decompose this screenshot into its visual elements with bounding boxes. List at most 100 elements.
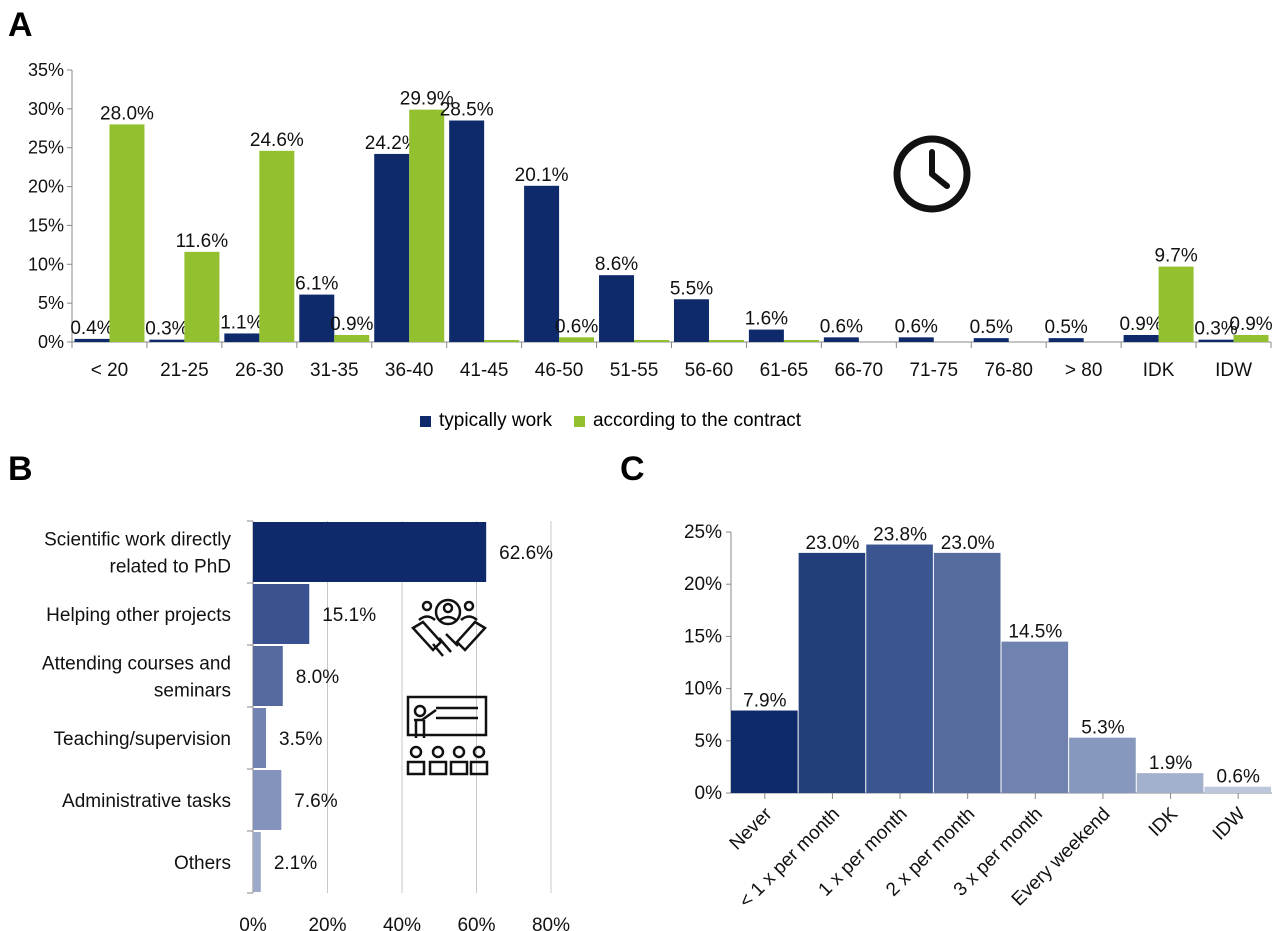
chart-a-data-label: 0.5%: [970, 317, 1013, 338]
chart-a-xtick-label: 66-70: [835, 360, 884, 381]
chart-a-bar: [1158, 266, 1194, 342]
chart-a-bar: [1198, 339, 1234, 342]
chart-a-data-label: 0.4%: [70, 318, 113, 339]
chart-a-ytick-label: 0%: [38, 332, 64, 352]
chart-c-data-label: 23.0%: [806, 533, 860, 554]
chart-c-bar: [1204, 786, 1271, 793]
chart-a-bar: [708, 340, 744, 342]
chart-a-data-label: 0.5%: [1045, 317, 1088, 338]
chart-c-ytick-label: 0%: [695, 783, 723, 804]
chart-a-data-label: 20.1%: [515, 165, 569, 186]
chart-b-category-label: Helping other projects: [46, 605, 231, 626]
chart-a-bar: [1123, 335, 1159, 342]
chart-b-bar: [253, 522, 487, 582]
chart-a-bar: [149, 339, 185, 342]
chart-a-bar: [559, 337, 595, 342]
chart-a-data-label: 29.9%: [400, 89, 454, 110]
chart-a-ytick-label: 20%: [28, 177, 64, 197]
chart-c-xtick-label: IDK: [1145, 803, 1182, 840]
chart-a-data-label: 0.9%: [1119, 314, 1162, 335]
chart-a-bar: [299, 294, 335, 342]
chart-a-bar: [224, 333, 260, 342]
chart-b-xtick-label: 20%: [308, 915, 346, 931]
chart-b-category-label: Teaching/supervision: [54, 729, 231, 750]
legend-label: according to the contract: [592, 410, 802, 431]
chart-a-xtick-label: 51-55: [610, 360, 659, 381]
chart-a-bar: [673, 299, 709, 342]
chart-a-xtick-label: IDW: [1215, 360, 1252, 381]
chart-a-legend: typically work according to the contract: [420, 410, 801, 432]
chart-c-ytick-label: 25%: [684, 522, 722, 543]
chart-a-data-label: 6.1%: [295, 274, 338, 295]
chart-a-xtick-label: 21-25: [160, 360, 209, 381]
chart-a-data-label: 1.1%: [220, 312, 263, 333]
legend-swatch-green: [573, 415, 585, 427]
chart-c-bar: [866, 544, 933, 793]
chart-a: 0% 5% 10% 15% 20% 25% 30% 35% < 20 0.4% 28.0% 21-25…: [28, 60, 1273, 381]
chart-a-bar: [184, 251, 220, 342]
chart-a-data-label: 9.7%: [1154, 246, 1197, 267]
chart-b-category-label: Others: [174, 853, 231, 874]
legend-label: typically work: [439, 410, 552, 431]
chart-a-ytick-label: 35%: [28, 60, 64, 80]
chart-a-bar: [748, 329, 784, 342]
chart-a-data-label: 0.9%: [1229, 314, 1272, 335]
chart-b-data-label: 8.0%: [296, 667, 339, 688]
chart-a-xtick-label: 71-75: [909, 360, 958, 381]
chart-a-xtick-label: 26-30: [235, 360, 284, 381]
chart-b-category-label: Administrative tasks: [62, 791, 231, 812]
chart-a-data-label: 28.0%: [100, 103, 154, 124]
chart-a-xtick-label: 46-50: [535, 360, 584, 381]
chart-a-data-label: 11.6%: [176, 231, 229, 252]
chart-a-data-label: 28.5%: [440, 100, 494, 121]
chart-c-bar: [1136, 773, 1204, 793]
chart-b-data-label: 7.6%: [294, 791, 337, 812]
chart-c-data-label: 14.5%: [1008, 622, 1062, 643]
chart-a-ytick-label: 5%: [38, 293, 64, 313]
chart-b-data-label: 3.5%: [279, 729, 322, 750]
chart-a-bar: [1048, 338, 1084, 342]
legend-swatch-navy: [420, 415, 431, 427]
chart-b-bar: [253, 584, 310, 644]
chart-a-xtick-label: 56-60: [685, 360, 734, 381]
chart-a-bar: [259, 150, 295, 342]
chart-b-data-label: 62.6%: [499, 543, 553, 564]
chart-c-ytick-label: 10%: [684, 679, 722, 700]
chart-c-ytick-label: 15%: [684, 626, 722, 647]
chart-a-xtick-label: < 20: [91, 360, 129, 381]
chart-a-bar: [109, 124, 145, 343]
chart-a-ytick-label: 25%: [28, 138, 64, 158]
chart-a-ytick-label: 30%: [28, 99, 64, 119]
chart-a-bar: [898, 337, 934, 342]
chart-b-bar: [253, 770, 282, 830]
chart-b-data-label: 2.1%: [274, 853, 317, 874]
chart-c-ytick-label: 20%: [684, 574, 722, 595]
chart-a-bar: [484, 340, 520, 342]
chart-a-bar: [599, 275, 635, 342]
chart-a-bar: [409, 109, 445, 343]
chart-c-data-label: 7.9%: [743, 691, 786, 712]
chart-a-data-label: 1.6%: [745, 309, 788, 330]
chart-c-data-label: 23.8%: [873, 525, 927, 546]
chart-b-category-label: seminars: [154, 681, 231, 702]
chart-c-data-label: 0.6%: [1217, 767, 1260, 788]
chart-a-bar: [823, 337, 859, 342]
chart-b-xtick-label: 60%: [457, 915, 495, 931]
chart-a-data-label: 0.6%: [895, 316, 938, 337]
panel-b-letter: B: [8, 450, 33, 488]
chart-a-data-label: 0.6%: [820, 316, 863, 337]
chart-c-data-label: 23.0%: [941, 533, 995, 554]
chart-b-category-label: related to PhD: [110, 557, 231, 578]
chart-b-category-label: Attending courses and: [42, 654, 231, 675]
chart-a-xtick-label: 76-80: [984, 360, 1033, 381]
chart-a-bar: [74, 338, 110, 342]
chart-a-bar: [524, 185, 560, 342]
chart-c-bar: [933, 552, 1001, 793]
chart-c-bar: [1001, 641, 1069, 793]
chart-a-data-label: 24.2%: [365, 133, 419, 154]
chart-a-bar: [334, 335, 370, 342]
chart-a-xtick-label: > 80: [1065, 360, 1103, 381]
chart-a-data-label: 0.3%: [145, 319, 188, 340]
panel-c-letter: C: [620, 450, 645, 488]
